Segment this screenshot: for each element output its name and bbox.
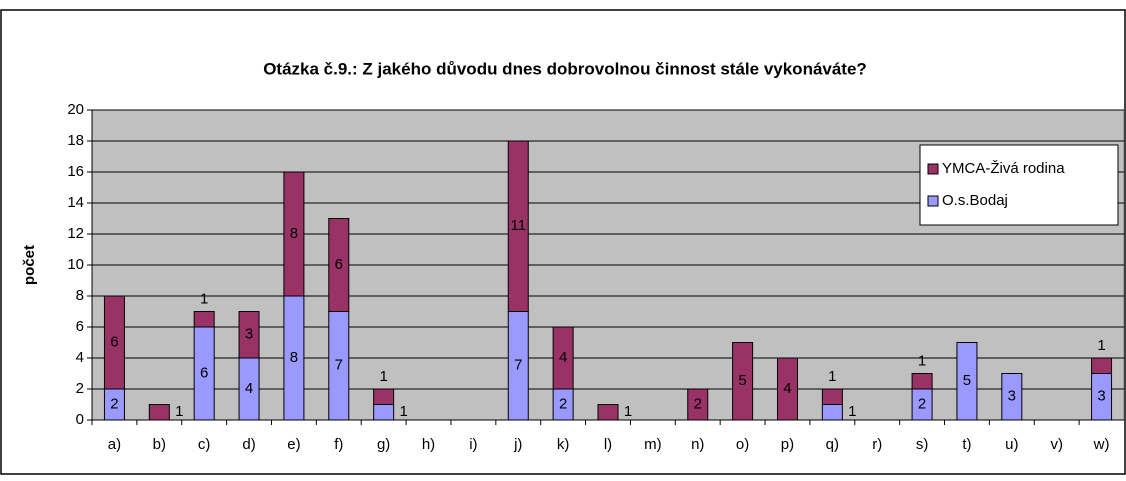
chart-title: Otázka č.9.: Z jakého důvodu dnes dobrov… xyxy=(263,59,867,78)
legend-swatch xyxy=(927,195,939,207)
x-tick-label: i) xyxy=(469,436,477,453)
x-tick-label: k) xyxy=(557,436,570,453)
x-tick-label: e) xyxy=(287,436,300,453)
y-tick-label: 0 xyxy=(76,411,84,428)
data-label: 1 xyxy=(848,403,856,420)
data-label: 4 xyxy=(783,380,791,397)
data-label: 7 xyxy=(335,357,343,374)
data-label: 3 xyxy=(245,326,253,343)
y-tick-label: 10 xyxy=(67,256,84,273)
x-tick-label: n) xyxy=(691,436,704,453)
bar-segment xyxy=(821,388,843,405)
x-tick-label: t) xyxy=(962,436,971,453)
data-label: 4 xyxy=(245,380,253,397)
x-tick-label: m) xyxy=(644,436,662,453)
data-label: 8 xyxy=(290,225,298,242)
legend-box xyxy=(919,144,1119,226)
bar-segment xyxy=(148,404,170,421)
y-tick-label: 2 xyxy=(76,380,84,397)
x-tick-label: b) xyxy=(153,436,166,453)
x-tick-label: w) xyxy=(1093,436,1110,453)
legend-label: YMCA-Živá rodina xyxy=(942,160,1065,177)
data-label: 1 xyxy=(828,368,836,385)
x-tick-label: l) xyxy=(604,436,612,453)
bar-segment xyxy=(103,295,125,390)
data-label: 2 xyxy=(918,395,926,412)
y-tick-label: 20 xyxy=(67,101,84,118)
x-tick-label: a) xyxy=(108,436,121,453)
y-tick-label: 14 xyxy=(67,194,84,211)
bar-segment xyxy=(373,404,395,421)
bar-segment xyxy=(328,218,350,312)
y-tick-label: 18 xyxy=(67,132,84,149)
data-label: 5 xyxy=(738,372,746,389)
data-label: 8 xyxy=(290,349,298,366)
y-tick-label: 8 xyxy=(76,287,84,304)
bar-segment xyxy=(507,140,529,312)
x-tick-label: r) xyxy=(872,436,882,453)
y-tick-label: 4 xyxy=(76,349,84,366)
bar-segment xyxy=(373,388,395,405)
data-label: 1 xyxy=(200,290,208,307)
data-label: 7 xyxy=(514,357,522,374)
x-tick-label: p) xyxy=(781,436,794,453)
data-label: 1 xyxy=(175,403,183,420)
data-label: 6 xyxy=(200,364,208,381)
bar-segment xyxy=(911,373,933,390)
data-label: 6 xyxy=(335,256,343,273)
data-label: 2 xyxy=(559,395,567,412)
data-label: 3 xyxy=(1097,388,1105,405)
x-tick-label: s) xyxy=(916,436,929,453)
data-label: 3 xyxy=(1008,388,1016,405)
x-tick-label: g) xyxy=(377,436,390,453)
legend-swatch xyxy=(927,163,939,175)
legend-label: O.s.Bodaj xyxy=(942,192,1008,209)
data-label: 11 xyxy=(510,217,526,234)
bar-segment xyxy=(597,404,619,421)
bar-segment xyxy=(552,326,574,390)
data-label: 5 xyxy=(963,372,971,389)
data-label: 1 xyxy=(379,368,387,385)
y-tick-label: 6 xyxy=(76,318,84,335)
x-tick-label: v) xyxy=(1050,436,1063,453)
bar-segment xyxy=(283,171,305,297)
y-tick-label: 12 xyxy=(67,225,84,242)
x-tick-label: d) xyxy=(242,436,255,453)
data-label: 2 xyxy=(694,395,702,412)
x-tick-label: q) xyxy=(826,436,839,453)
x-tick-label: f) xyxy=(334,436,343,453)
y-tick-label: 16 xyxy=(67,163,84,180)
data-label: 1 xyxy=(918,352,926,369)
data-label: 1 xyxy=(624,403,632,420)
bar-segment xyxy=(193,311,215,328)
bar-segment xyxy=(821,404,843,421)
x-tick-label: u) xyxy=(1005,436,1018,453)
data-label: 4 xyxy=(559,349,567,366)
bar-segment xyxy=(238,311,260,359)
data-label: 1 xyxy=(399,403,407,420)
data-label: 6 xyxy=(110,333,118,350)
x-tick-label: c) xyxy=(198,436,211,453)
bar-segment xyxy=(1091,357,1113,374)
x-tick-label: j) xyxy=(513,436,522,453)
y-axis-label: počet xyxy=(21,245,38,285)
data-label: 2 xyxy=(110,395,118,412)
data-label: 1 xyxy=(1097,337,1105,354)
x-tick-label: o) xyxy=(736,436,749,453)
x-tick-label: h) xyxy=(422,436,435,453)
